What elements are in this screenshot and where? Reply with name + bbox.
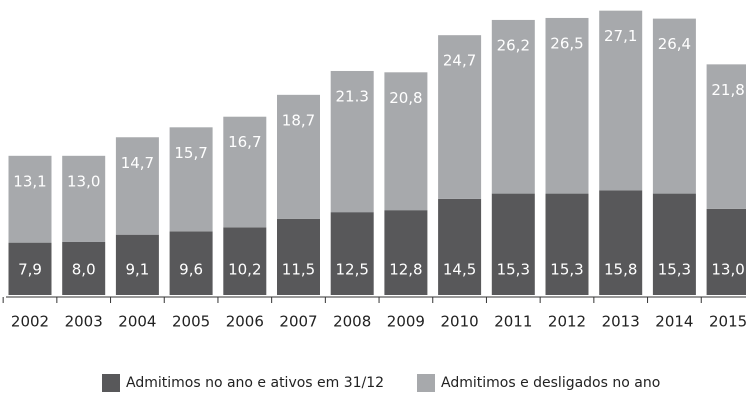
bar-segment <box>62 155 106 242</box>
legend-swatch <box>417 374 435 392</box>
value-label: 8,0 <box>72 261 96 279</box>
value-label: 26,5 <box>550 34 583 52</box>
value-label: 21.3 <box>335 87 368 105</box>
value-label: 13,0 <box>711 261 744 279</box>
value-label: 15,3 <box>497 261 530 279</box>
value-label: 18,7 <box>282 111 315 129</box>
x-tick-label: 2011 <box>494 313 532 331</box>
bar-segment <box>330 70 374 213</box>
legend-swatch <box>102 374 120 392</box>
bar-segment <box>545 193 589 295</box>
value-label: 26,2 <box>497 36 530 54</box>
legend-label: Admitimos e desligados no ano <box>441 375 660 391</box>
bar-segment <box>599 10 643 191</box>
value-label: 7,9 <box>18 261 42 279</box>
value-label: 14,7 <box>121 154 154 172</box>
x-tick-label: 2002 <box>11 313 49 331</box>
value-label: 15,8 <box>604 261 637 279</box>
bar-segment <box>652 193 696 295</box>
x-tick-label: 2014 <box>655 313 693 331</box>
bar-segment <box>277 218 320 295</box>
value-label: 24,7 <box>443 52 476 70</box>
bar-segment <box>599 190 643 295</box>
x-tick-label: 2010 <box>441 313 479 331</box>
bar-segment <box>115 234 159 295</box>
value-label: 15,3 <box>658 261 691 279</box>
x-tick-label: 2015 <box>709 313 746 331</box>
value-label: 15,7 <box>174 144 207 162</box>
value-label: 14,5 <box>443 261 476 279</box>
bar-segment <box>491 193 535 295</box>
bar-segment <box>545 17 589 194</box>
value-label: 9,1 <box>125 261 149 279</box>
x-tick-label: 2004 <box>118 313 156 331</box>
value-label: 13,1 <box>13 172 46 190</box>
bar-segment <box>330 212 374 295</box>
x-tick-label: 2003 <box>65 313 103 331</box>
bar-segment <box>491 19 535 194</box>
bar-segment <box>223 116 267 228</box>
legend-label: Admitimos no ano e ativos em 31/12 <box>126 375 384 391</box>
bar-segment <box>277 94 320 219</box>
bar-segment <box>8 242 52 295</box>
value-label: 13,0 <box>67 172 100 190</box>
bar-segment <box>706 64 746 209</box>
value-label: 27,1 <box>604 27 637 45</box>
value-label: 16,7 <box>228 133 261 151</box>
value-label: 9,6 <box>179 261 203 279</box>
bar-segment <box>223 227 267 295</box>
value-label: 26,4 <box>658 35 691 53</box>
x-tick-label: 2009 <box>387 313 425 331</box>
x-tick-label: 2008 <box>333 313 371 331</box>
bar-segment <box>115 137 159 235</box>
bar-segment <box>62 241 106 295</box>
bar-segment <box>652 18 696 194</box>
bar-segment <box>438 198 482 295</box>
value-label: 12,8 <box>389 261 422 279</box>
value-label: 10,2 <box>228 261 261 279</box>
value-label: 12,5 <box>335 261 368 279</box>
value-label: 20,8 <box>389 89 422 107</box>
bar-segment <box>169 231 213 295</box>
value-label: 11,5 <box>282 261 315 279</box>
x-tick-label: 2012 <box>548 313 586 331</box>
bar-segment <box>8 155 52 243</box>
x-tick-label: 2013 <box>602 313 640 331</box>
bar-segment <box>438 35 482 199</box>
value-label: 15,3 <box>550 261 583 279</box>
bar-segment <box>169 127 213 232</box>
x-tick-label: 2006 <box>226 313 264 331</box>
bar-segment <box>384 72 428 211</box>
bar-segment <box>706 208 746 295</box>
value-label: 21,8 <box>711 81 744 99</box>
x-tick-label: 2007 <box>279 313 317 331</box>
bar-segment <box>384 210 428 295</box>
x-tick-label: 2005 <box>172 313 210 331</box>
